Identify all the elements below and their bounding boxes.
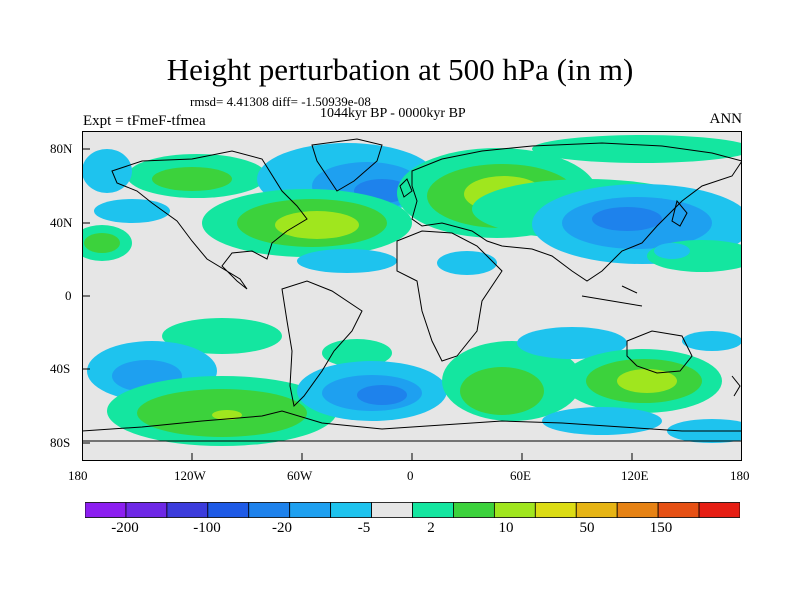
axis-ticks xyxy=(82,148,742,461)
contour-blob xyxy=(357,385,407,405)
contour-blob xyxy=(94,199,170,223)
colorbar-label: 10 xyxy=(498,520,514,536)
contour-blob xyxy=(437,251,497,275)
contour-blob xyxy=(84,233,120,253)
colorbar-box xyxy=(698,502,740,518)
colorbar-box xyxy=(289,502,332,518)
contour-blob xyxy=(322,339,392,367)
lat-tick-label: 40S xyxy=(50,361,71,376)
period-text: 1044kyr BP - 0000kyr BP xyxy=(320,106,466,121)
colorbar-label: -5 xyxy=(357,520,371,536)
chart-title: Height perturbation at 500 hPa (in m) xyxy=(166,52,634,87)
colorbar-box xyxy=(371,502,413,518)
colorbar-label: 50 xyxy=(579,520,595,536)
colorbar-box xyxy=(453,502,495,518)
colorbar xyxy=(85,502,740,518)
colorbar-box xyxy=(125,502,168,518)
lon-tick-label: 180 xyxy=(68,468,88,483)
experiment-label: Expt = tFmeF-tfmea xyxy=(83,113,206,129)
colorbar-label: 150 xyxy=(649,520,673,536)
contour-blob xyxy=(542,407,662,435)
lat-tick-label: 0 xyxy=(65,288,72,303)
stats-text: rmsd= 4.41308 diff= -1.50939e-08 xyxy=(190,94,371,109)
colorbar-box xyxy=(534,502,577,518)
lon-tick-label: 120W xyxy=(174,468,206,483)
lon-tick-label: 180 xyxy=(730,468,750,483)
contour-blob xyxy=(532,135,742,163)
map-plot xyxy=(82,131,742,461)
contour-blob xyxy=(592,207,662,231)
lat-tick-label: 80N xyxy=(50,141,73,156)
colorbar-box xyxy=(166,502,209,518)
colorbar-box xyxy=(657,502,700,518)
contour-blob xyxy=(654,243,690,259)
lon-tick-label: 0 xyxy=(407,468,414,483)
colorbar-box xyxy=(616,502,659,518)
contour-blob xyxy=(275,211,359,239)
lat-tick-label: 80S xyxy=(50,435,71,450)
colorbar-box xyxy=(207,502,250,518)
colorbar-box xyxy=(85,502,127,518)
colorbar-box xyxy=(330,502,372,518)
colorbar-label: -20 xyxy=(272,520,292,536)
contour-blob xyxy=(82,149,132,193)
season-label: ANN xyxy=(709,111,743,127)
contour-blob xyxy=(460,367,544,415)
contour-blob xyxy=(617,369,677,393)
contour-blob xyxy=(682,331,742,351)
lon-tick-label: 60W xyxy=(287,468,313,483)
coastlines xyxy=(82,138,742,442)
contour-blob xyxy=(517,327,627,359)
lon-tick-label: 120E xyxy=(621,468,649,483)
colorbar-label: 2 xyxy=(427,520,435,536)
colorbar-label: -200 xyxy=(111,520,139,536)
colorbar-box xyxy=(248,502,291,518)
contour-blob xyxy=(152,167,232,191)
contour-blob xyxy=(297,249,397,273)
lon-tick-label: 60E xyxy=(510,468,531,483)
lat-tick-label: 40N xyxy=(50,215,73,230)
colorbar-box xyxy=(493,502,536,518)
colorbar-label: -100 xyxy=(193,520,221,536)
colorbar-box xyxy=(412,502,454,518)
contour-blob xyxy=(162,318,282,354)
colorbar-box xyxy=(575,502,618,518)
contour-blob xyxy=(212,410,242,420)
